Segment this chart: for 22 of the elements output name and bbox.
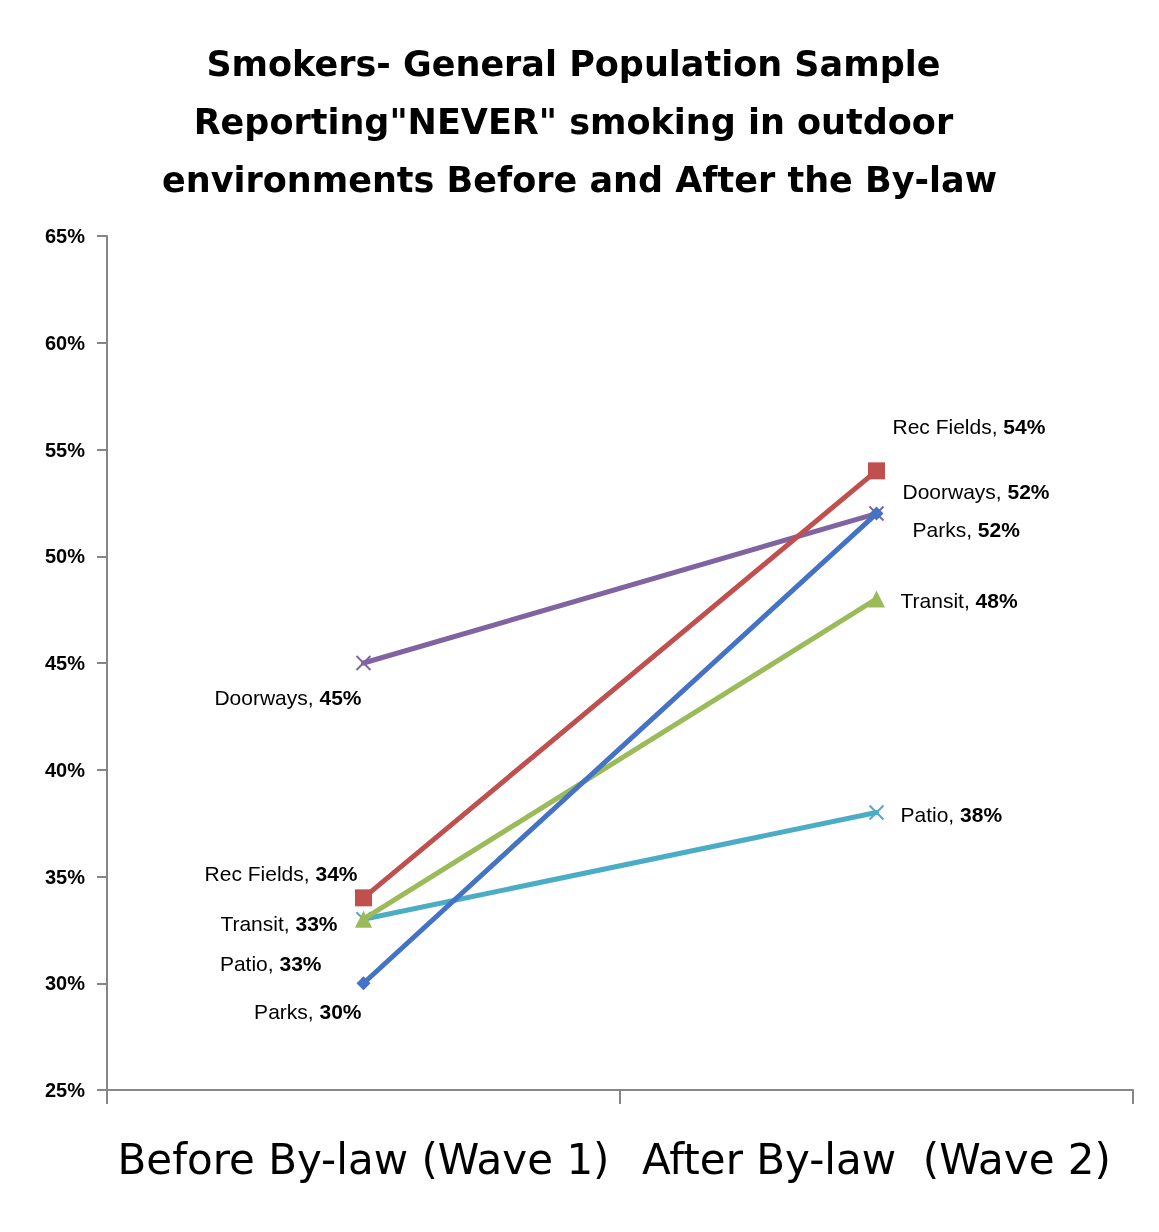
data-label: Parks, 30% xyxy=(254,999,362,1023)
data-label: Doorways, 52% xyxy=(902,480,1050,504)
data-label: Patio, 38% xyxy=(900,802,1003,826)
y-tick-label: 25% xyxy=(44,1079,86,1101)
x-tick-label: Before By-law (Wave 1) xyxy=(117,1134,610,1184)
y-tick-label: 55% xyxy=(44,438,86,461)
data-label: Rec Fields, 54% xyxy=(892,415,1046,439)
data-label: Rec Fields, 34% xyxy=(204,862,358,886)
data-label: Transit, 48% xyxy=(900,589,1018,613)
y-tick-label: 35% xyxy=(44,865,86,888)
y-tick-label: 30% xyxy=(44,972,86,995)
y-tick-label: 50% xyxy=(44,545,86,568)
y-tick-label: 40% xyxy=(44,758,86,781)
y-tick-label: 45% xyxy=(44,652,86,674)
y-tick-label: 60% xyxy=(44,331,86,354)
data-label: Transit, 33% xyxy=(220,911,338,935)
data-label: Patio, 33% xyxy=(219,951,322,975)
data-label: Doorways, 45% xyxy=(214,685,362,709)
chart-title: Smokers- General Population Sample Reporting"NEVER" smoking in outdoor environments Before and After the By-law xyxy=(162,44,997,200)
data-label: Parks, 52% xyxy=(912,518,1021,542)
y-tick-label: 65% xyxy=(44,225,86,247)
x-tick-label: After By-law (Wave 2) xyxy=(642,1134,1111,1184)
